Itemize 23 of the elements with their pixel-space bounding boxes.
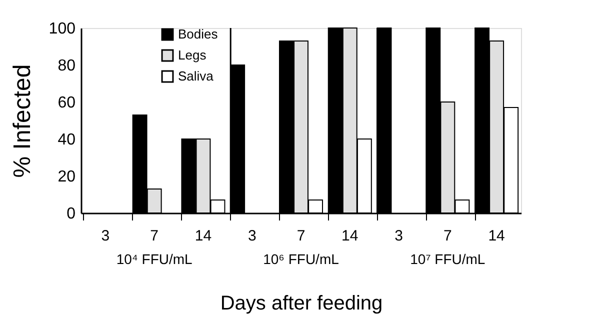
x-axis-title: Days after feeding [220, 292, 383, 314]
y-tick-label: 80 [58, 58, 76, 74]
text: 10⁴ FFU/mL [116, 251, 193, 267]
y-tick-label: 20 [58, 168, 76, 186]
y-tick-label: 100 [48, 20, 76, 38]
x-tick-label: 3 [394, 228, 403, 244]
legend-label: Saliva [178, 68, 214, 84]
x-tick-label: 14 [194, 228, 212, 244]
y-tick-label: 60 [58, 94, 76, 112]
x-tick-label: 7 [296, 228, 306, 244]
legend-label: Legs [178, 48, 207, 62]
y-tick-label: 40 [58, 132, 76, 148]
x-tick-label: 7 [443, 228, 452, 244]
x-tick-label: 14 [488, 228, 505, 244]
x-tick-label: 14 [342, 228, 358, 244]
legend-label: Bodies [178, 26, 218, 42]
x-tick-label: 3 [101, 228, 110, 244]
x-tick-label: 7 [150, 228, 159, 244]
x-tick-label: 3 [248, 228, 256, 244]
y-tick-label: 0 [66, 206, 76, 222]
text: 10⁶ FFU/mL [263, 251, 340, 267]
y-axis-title: % Infected [8, 64, 36, 178]
text: 10⁷ FFU/mL [410, 251, 486, 267]
